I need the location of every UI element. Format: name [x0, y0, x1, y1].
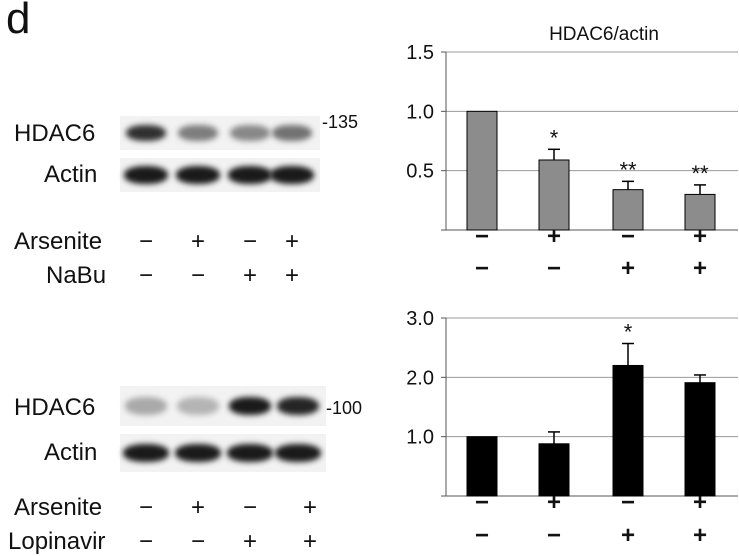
blot-top-sign-2-2: −: [190, 262, 205, 289]
chart1-row2-sign-2: −: [547, 255, 561, 282]
blot-bottom-hdac6-band-3: [229, 397, 271, 415]
blot-bottom-treatment-2: Lopinavir: [8, 528, 106, 555]
chart1-row2-sign-4: +: [693, 255, 707, 282]
blot-bottom-actin-label: Actin: [44, 439, 98, 466]
blot-bottom-sign-2-1: −: [138, 528, 153, 555]
blot-top-sign-2-4: +: [284, 262, 299, 289]
panel-letter: d: [6, 0, 31, 43]
blot-bottom-hdac6-band-4: [277, 397, 319, 415]
blot-top-hdac6-band-3: [230, 125, 270, 141]
blot-top-actin-band-1: [124, 166, 168, 184]
blot-top-sign-2-1: −: [138, 262, 153, 289]
chart2-bar-1: [466, 436, 498, 497]
blot-top-actin-band-2: [176, 166, 220, 184]
blot-bottom-hdac6-band-1: [125, 397, 167, 415]
blot-bottom-sign-1-2: +: [190, 494, 205, 521]
blot-top-sign-1-3: −: [242, 228, 257, 255]
blot-top-hdac6-strip: [120, 116, 320, 150]
blot-bottom-hdac6-label: HDAC6: [14, 394, 96, 421]
blot-bottom-actin-band-1: [123, 444, 169, 462]
chart1-significance-3: **: [619, 157, 637, 182]
blot-bottom-hdac6-band-2: [177, 397, 219, 415]
chart1-ytick-label-1: 0.5: [406, 161, 434, 183]
blot-bottom-actin-band-4: [275, 444, 321, 462]
blot-top-marker: -135: [322, 112, 359, 132]
chart1-bar-3: [612, 189, 644, 231]
chart2-row2-sign-4: +: [693, 522, 707, 549]
blot-top-sign-1-1: −: [138, 228, 153, 255]
blot-bottom-actin-band-3: [227, 444, 273, 462]
blot-top-hdac6-band-2: [178, 125, 218, 141]
chart2-ytick-label-2: 2.0: [406, 367, 434, 389]
chart1-row2-sign-1: −: [475, 255, 489, 282]
chart2-row1-sign-2: +: [547, 489, 561, 516]
chart2-ytick-label-3: 3.0: [406, 308, 434, 330]
blot-top-hdac6-label: HDAC6: [14, 120, 96, 147]
blot-top-actin-strip: [120, 158, 320, 192]
chart1-significance-2: *: [550, 125, 559, 150]
blot-top-sign-2-3: +: [242, 262, 257, 289]
chart1-row2-sign-3: +: [621, 255, 635, 282]
chart2-bar-2: [538, 443, 570, 497]
blot-top-actin-band-4: [270, 166, 314, 184]
blot-top-actin-label: Actin: [44, 161, 98, 188]
blot-top-actin-band-3: [228, 166, 272, 184]
chart2-row1-sign-1: −: [475, 489, 489, 516]
blot-top-hdac6-band-4: [272, 125, 312, 141]
blot-top-treatment-1: Arsenite: [14, 228, 103, 255]
blot-bottom-sign-1-1: −: [138, 494, 153, 521]
blot-bottom-sign-2-2: −: [190, 528, 205, 555]
chart2-bar-3: [612, 364, 644, 497]
chart2-row2-sign-3: +: [621, 522, 635, 549]
chart1-bar-1: [466, 110, 498, 231]
chart2-bar-4: [684, 382, 716, 497]
chart2-ytick-label-1: 1.0: [406, 427, 434, 449]
chart1-row1-sign-2: +: [547, 223, 561, 250]
blot-bottom-sign-1-4: +: [302, 494, 317, 521]
blot-top-sign-1-2: +: [190, 228, 205, 255]
chart1-bar-4: [684, 193, 716, 231]
chart1-row1-sign-1: −: [475, 223, 489, 250]
blot-top-sign-1-4: +: [284, 228, 299, 255]
chart2-row2-sign-2: −: [547, 522, 561, 549]
chart1-row1-sign-3: −: [621, 223, 635, 250]
chart2-significance-3: *: [624, 320, 633, 345]
blot-bottom-actin-strip: [120, 434, 326, 472]
chart1-row1-sign-4: +: [693, 223, 707, 250]
blot-bottom-treatment-1: Arsenite: [14, 494, 103, 521]
blot-bottom-marker: -100: [326, 398, 363, 418]
blot-bottom-hdac6-strip: [120, 386, 326, 426]
blot-top-hdac6-band-1: [126, 125, 166, 141]
chart2-row1-sign-3: −: [621, 489, 635, 516]
chart1-significance-4: **: [691, 161, 709, 186]
chart2-row1-sign-4: +: [693, 489, 707, 516]
blot-bottom-actin-band-2: [175, 444, 221, 462]
blot-bottom-sign-2-3: +: [242, 528, 257, 555]
chart1-ytick-label-2: 1.0: [406, 101, 434, 123]
chart1-ytick-label-3: 1.5: [406, 42, 434, 64]
chart2-row2-sign-1: −: [475, 522, 489, 549]
chart1-bar-2: [538, 159, 570, 231]
chart1-title: HDAC6/actin: [549, 24, 659, 45]
blot-top-treatment-2: NaBu: [46, 262, 107, 289]
blot-bottom-sign-1-3: −: [242, 494, 257, 521]
blot-bottom-sign-2-4: +: [302, 528, 317, 555]
